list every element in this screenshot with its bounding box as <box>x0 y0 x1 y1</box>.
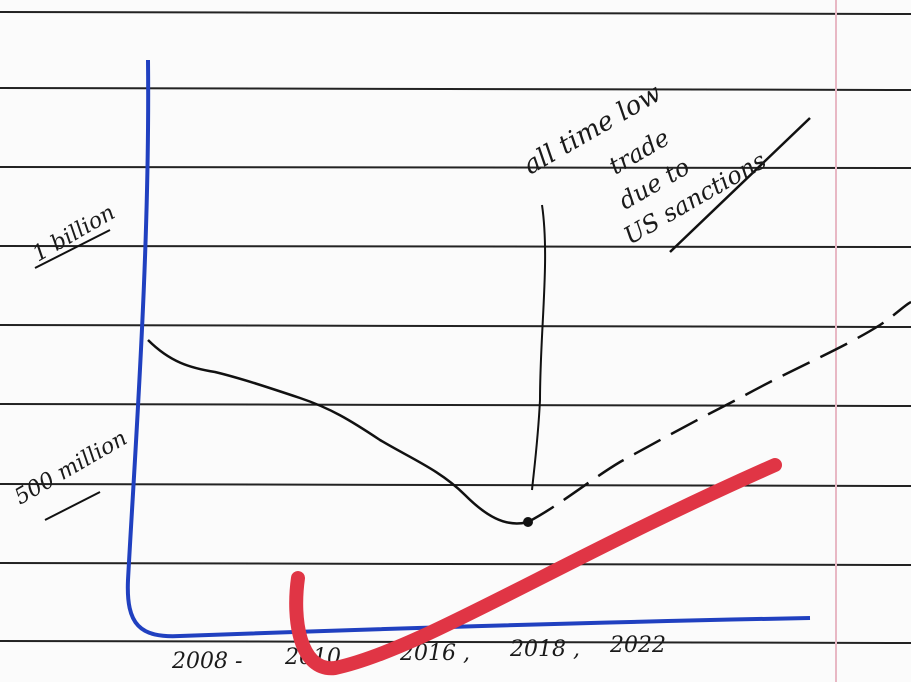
annotation-pointer <box>531 204 547 491</box>
underline <box>669 117 811 253</box>
ruled-lines <box>0 11 911 644</box>
axes <box>125 59 811 639</box>
low-point <box>523 517 533 527</box>
x-label: 2018 , <box>509 637 580 662</box>
x-label: 2022 <box>609 633 666 658</box>
check-mark <box>289 458 782 676</box>
trend-line-dashed <box>527 300 911 524</box>
trend-line-solid <box>147 339 529 525</box>
x-label: 2008 - <box>171 649 242 674</box>
